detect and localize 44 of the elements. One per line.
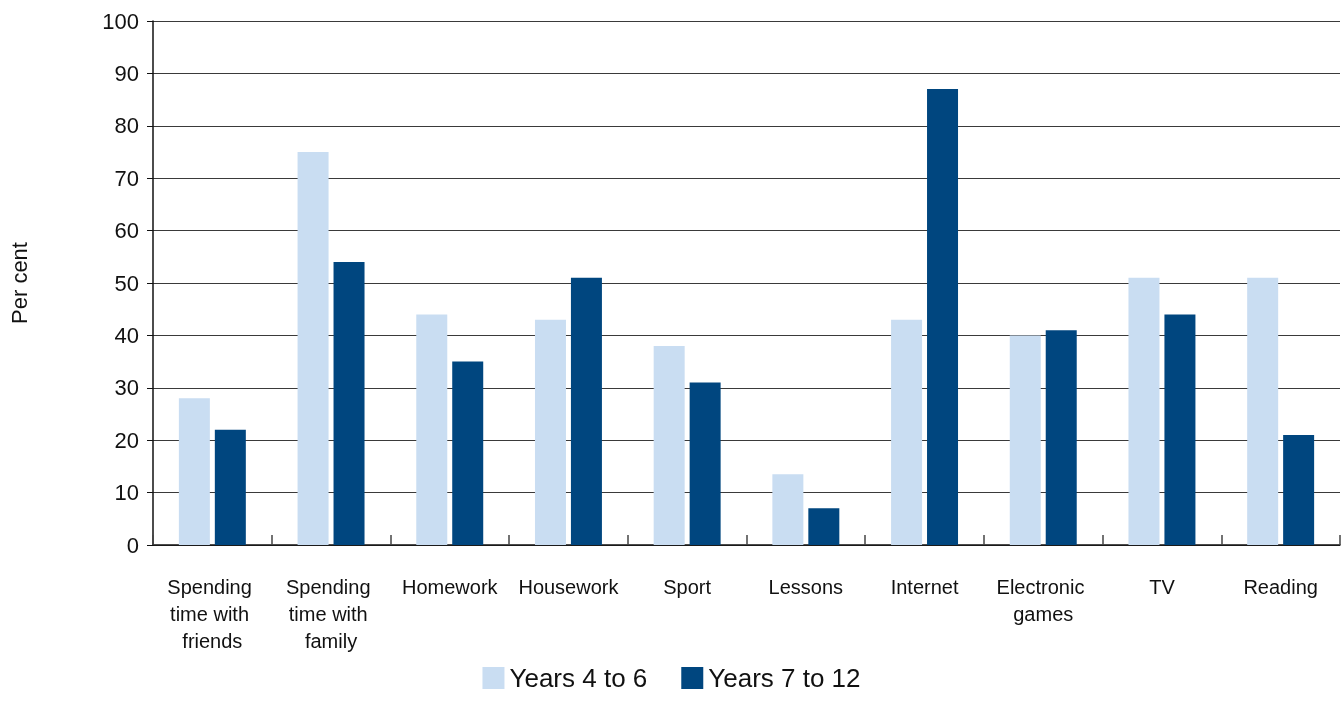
bar	[1247, 277, 1279, 545]
y-tick-label: 20	[114, 427, 139, 453]
bar	[689, 382, 721, 545]
bar	[534, 319, 566, 545]
y-axis-title: Per cent	[6, 242, 32, 324]
x-tick-label: Housework	[518, 575, 620, 598]
bar	[891, 319, 923, 545]
bar	[1045, 330, 1077, 545]
legend-label: Years 4 to 6	[509, 663, 648, 693]
y-tick-label: 10	[114, 480, 139, 506]
x-tick-label: Reading	[1243, 575, 1318, 598]
y-tick-label: 50	[114, 270, 139, 296]
x-tick-label: Sport	[663, 575, 712, 598]
x-tick-label: Spending time with family	[286, 575, 377, 652]
y-tick-label: 60	[114, 218, 139, 244]
bar	[452, 361, 484, 545]
y-tick-label: 40	[114, 322, 139, 348]
bar	[333, 262, 365, 545]
x-tick-label: Homework	[401, 575, 499, 598]
bar	[1283, 434, 1315, 545]
y-tick-label: 70	[114, 165, 139, 191]
y-tick-label: 100	[102, 8, 139, 34]
x-tick-label: Lessons	[768, 575, 844, 598]
bar	[214, 429, 246, 545]
y-tick-label: 80	[114, 113, 139, 139]
legend-label: Years 7 to 12	[708, 663, 861, 693]
bar	[772, 474, 804, 545]
y-tick-label: 0	[126, 532, 139, 558]
bar	[178, 398, 210, 545]
bar	[808, 508, 840, 545]
bar	[570, 277, 602, 545]
bar	[297, 152, 329, 545]
x-tick-label: Electronic games	[996, 575, 1090, 625]
x-tick-label: Spending time with friends	[167, 575, 258, 652]
bar	[1164, 314, 1196, 545]
bar	[416, 314, 448, 545]
bar	[1128, 277, 1160, 545]
x-tick-label: Internet	[890, 575, 959, 598]
y-tick-label: 30	[114, 375, 139, 401]
x-tick-label: TV	[1149, 575, 1176, 598]
y-tick-label: 90	[114, 60, 139, 86]
bar	[1009, 335, 1041, 545]
bar	[653, 345, 685, 545]
bar	[927, 89, 959, 545]
